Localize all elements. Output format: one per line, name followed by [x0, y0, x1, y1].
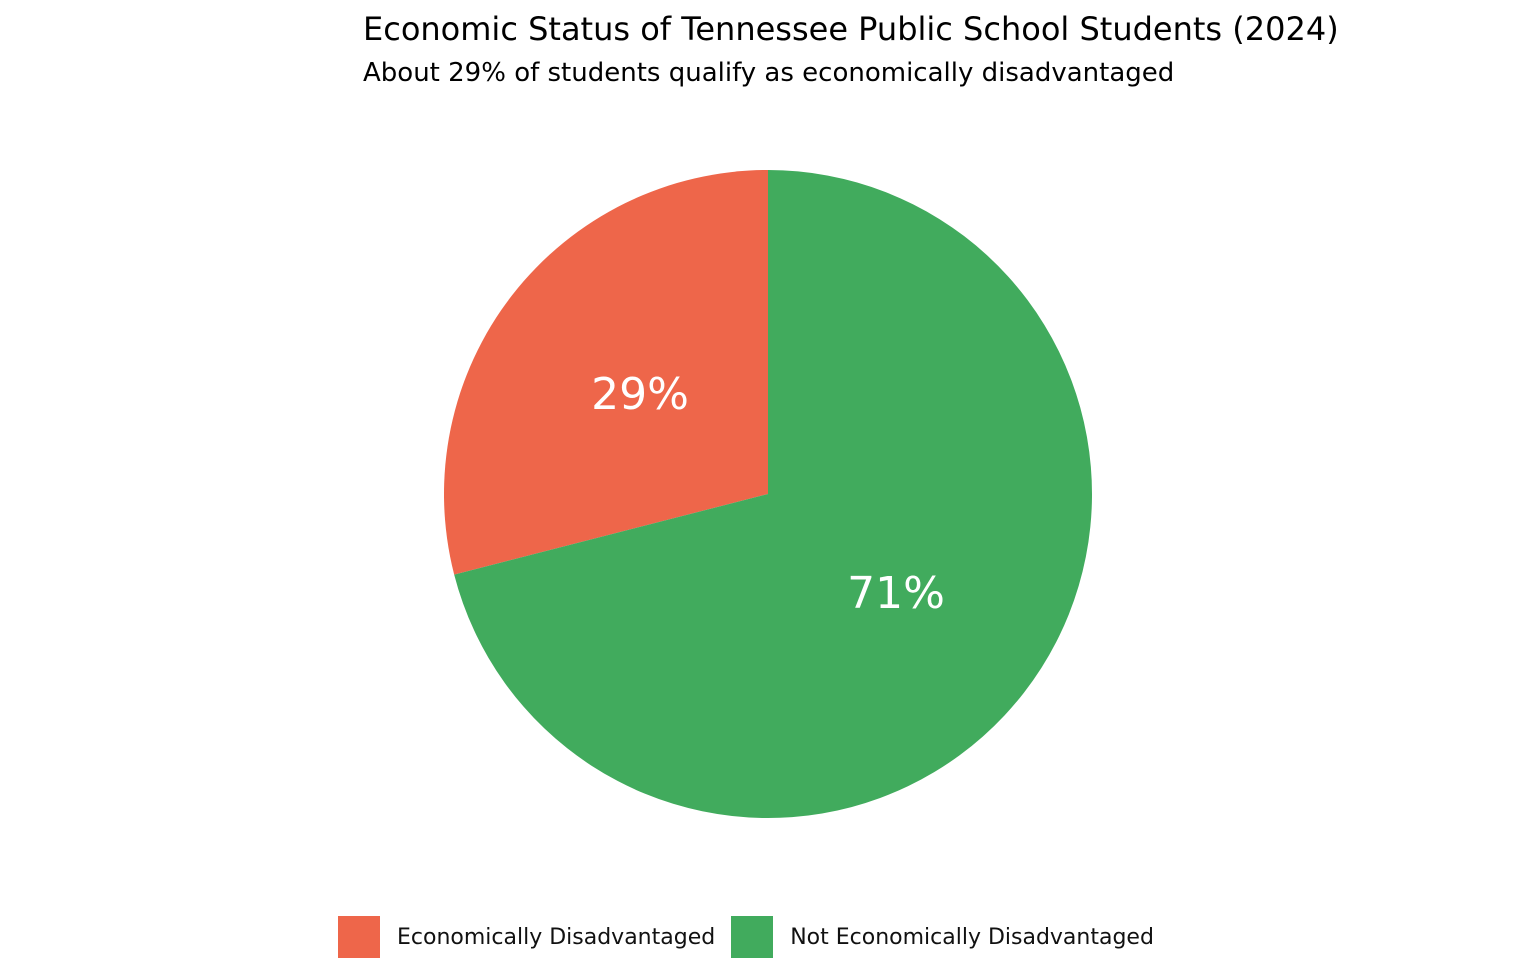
- legend-item-not-economically-disadvantaged: Not Economically Disadvantaged: [731, 916, 1154, 958]
- legend: Economically Disadvantaged Not Economica…: [338, 916, 1170, 958]
- chart-subtitle: About 29% of students qualify as economi…: [363, 58, 1175, 88]
- pie-label-not-economically-disadvantaged: 71%: [847, 568, 945, 619]
- legend-item-economically-disadvantaged: Economically Disadvantaged: [338, 916, 715, 958]
- pie-slice-economically-disadvantaged: [443, 170, 768, 575]
- pie-slice-not-economically-disadvantaged: [454, 170, 1092, 818]
- pie-label-economically-disadvantaged: 29%: [591, 369, 689, 420]
- legend-swatch-economically-disadvantaged: [338, 916, 380, 958]
- legend-label-economically-disadvantaged: Economically Disadvantaged: [397, 924, 716, 950]
- legend-label-not-economically-disadvantaged: Not Economically Disadvantaged: [790, 924, 1154, 950]
- chart-title: Economic Status of Tennessee Public Scho…: [363, 10, 1339, 48]
- legend-swatch-not-economically-disadvantaged: [731, 916, 774, 958]
